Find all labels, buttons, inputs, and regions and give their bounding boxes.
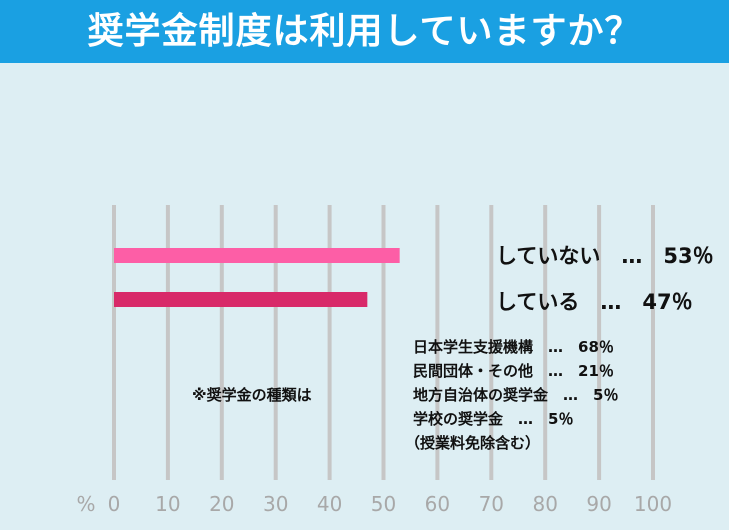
header-banner <box>0 0 729 63</box>
bar-label-not-using: していない … 53％ <box>496 244 714 268</box>
bar-0 <box>114 248 400 263</box>
x-unit-label: % <box>76 492 95 516</box>
x-tick-label-20: 20 <box>209 492 234 516</box>
x-tick-label-70: 70 <box>479 492 504 516</box>
x-tick-label-40: 40 <box>317 492 342 516</box>
scholarship-type-note: ※奨学金の種類は <box>192 386 312 404</box>
breakdown-item-jasso: 日本学生支援機構 … 68％ <box>413 338 614 356</box>
breakdown-item-tuition-note: （授業料免除含む） <box>405 434 541 452</box>
bar-1 <box>114 292 368 307</box>
bar-label-using: している … 47％ <box>496 290 693 314</box>
x-tick-label-100: 100 <box>634 492 672 516</box>
x-tick-label-0: 0 <box>108 492 121 516</box>
x-tick-label-60: 60 <box>425 492 450 516</box>
breakdown-item-local-gov: 地方自治体の奨学金 … 5％ <box>413 386 619 404</box>
breakdown-item-school: 学校の奨学金 … 5％ <box>413 410 574 428</box>
page-title: 奨学金制度は利用していますか？ <box>87 11 642 52</box>
x-tick-label-50: 50 <box>371 492 396 516</box>
breakdown-item-private: 民間団体・その他 … 21％ <box>413 362 614 380</box>
x-tick-label-80: 80 <box>532 492 557 516</box>
x-tick-label-90: 90 <box>586 492 611 516</box>
x-tick-label-30: 30 <box>263 492 288 516</box>
x-tick-label-10: 10 <box>155 492 180 516</box>
